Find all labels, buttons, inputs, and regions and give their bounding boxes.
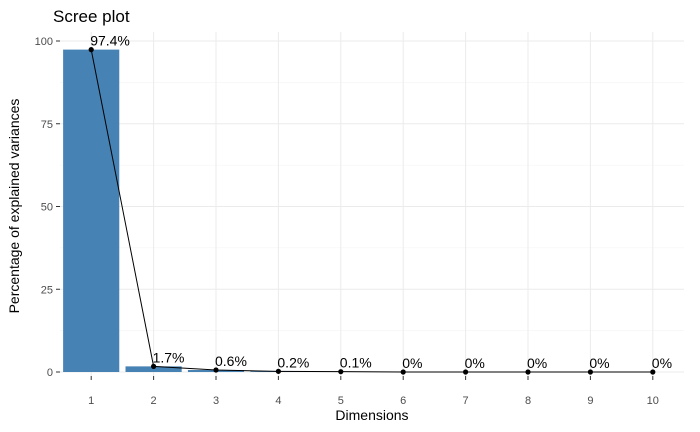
x-tick-label: 5 bbox=[338, 395, 344, 407]
data-label-2: 1.7% bbox=[153, 349, 185, 365]
y-tick-label: 25 bbox=[41, 284, 53, 296]
data-label-7: 0% bbox=[465, 355, 485, 371]
x-tick-label: 8 bbox=[525, 395, 531, 407]
data-label-4: 0.2% bbox=[277, 354, 309, 370]
point-5 bbox=[338, 369, 344, 375]
data-label-1: 97.4% bbox=[90, 33, 130, 49]
point-9 bbox=[587, 369, 594, 375]
point-1 bbox=[88, 47, 94, 53]
data-label-9: 0% bbox=[589, 355, 609, 371]
points bbox=[88, 47, 656, 375]
x-tick-label: 4 bbox=[275, 395, 281, 407]
data-label-10: 0% bbox=[652, 355, 672, 371]
x-axis: 1 2 3 4 5 6 7 8 9 10 bbox=[88, 376, 659, 407]
bar-2 bbox=[125, 366, 182, 372]
data-label-5: 0.1% bbox=[340, 355, 372, 371]
point-4 bbox=[275, 368, 281, 374]
x-tick-label: 7 bbox=[463, 395, 469, 407]
y-axis-title: Percentage of explained variances bbox=[6, 99, 22, 314]
scree-polyline bbox=[90, 49, 653, 373]
point-8 bbox=[525, 369, 531, 375]
data-labels: 97.4% 1.7% 0.6% 0.2% 0.1% 0% 0% 0% 0% 0% bbox=[90, 33, 672, 371]
y-axis: 0 25 50 75 100 bbox=[35, 36, 60, 379]
data-label-6: 0% bbox=[402, 355, 422, 371]
data-label-3: 0.6% bbox=[215, 353, 247, 369]
point-6 bbox=[400, 369, 406, 375]
scree-line bbox=[90, 49, 653, 373]
bar-1 bbox=[63, 49, 120, 373]
x-axis-title: Dimensions bbox=[335, 407, 408, 423]
point-10 bbox=[650, 369, 656, 375]
x-tick-label: 3 bbox=[213, 395, 219, 407]
x-tick-label: 10 bbox=[647, 395, 659, 407]
x-tick-label: 1 bbox=[88, 395, 94, 407]
x-tick-label: 2 bbox=[151, 395, 157, 407]
grid bbox=[60, 32, 684, 376]
chart-title: Scree plot bbox=[53, 7, 130, 26]
point-2 bbox=[151, 363, 157, 369]
y-tick-label: 0 bbox=[47, 367, 53, 379]
point-7 bbox=[463, 369, 469, 375]
point-3 bbox=[213, 367, 219, 373]
y-tick-label: 100 bbox=[35, 36, 53, 48]
data-label-8: 0% bbox=[527, 355, 547, 371]
y-tick-label: 75 bbox=[41, 119, 53, 131]
x-tick-label: 6 bbox=[400, 395, 406, 407]
y-tick-label: 50 bbox=[41, 202, 53, 214]
x-tick-label: 9 bbox=[587, 395, 593, 407]
